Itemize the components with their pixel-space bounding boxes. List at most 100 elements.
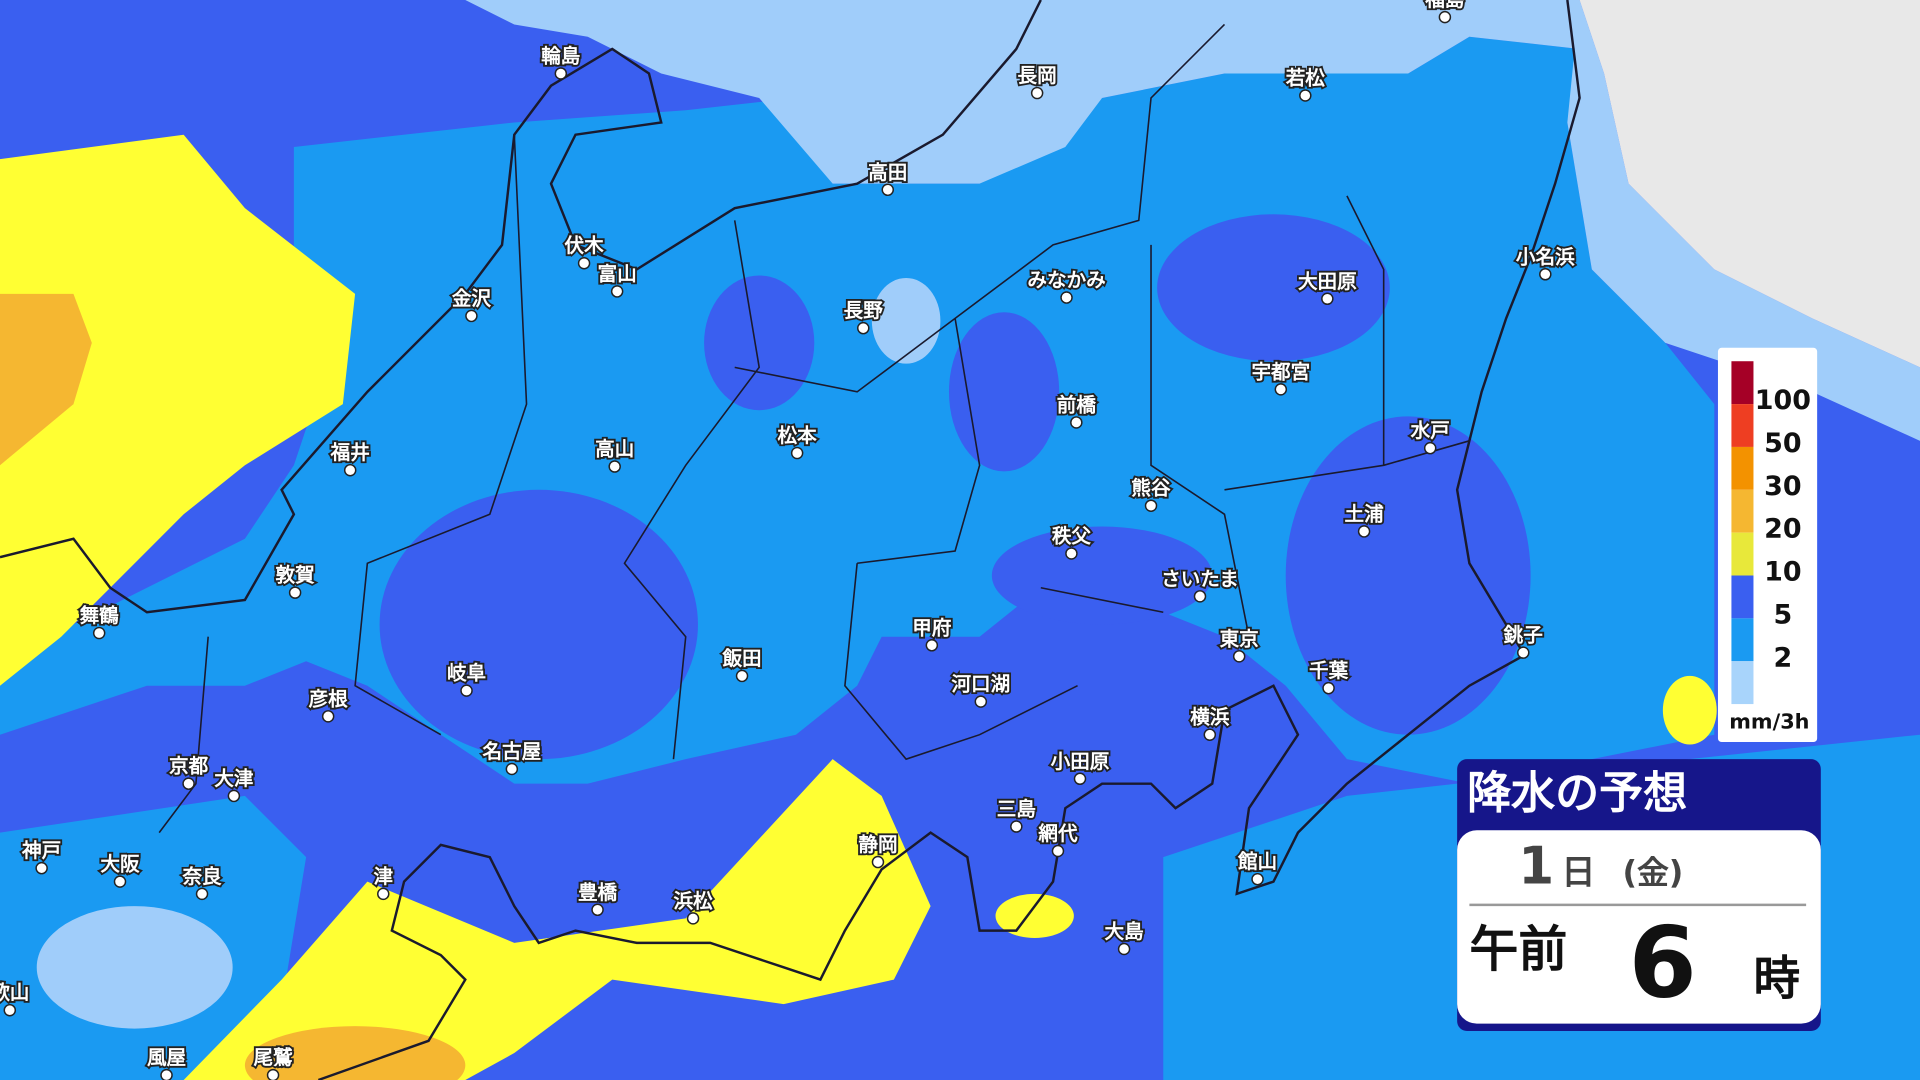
legend-unit: mm/3h <box>1729 709 1809 733</box>
legend-level: 100 <box>1755 385 1811 416</box>
city-dot <box>35 861 48 875</box>
forecast-panel <box>1457 830 1821 1024</box>
city-dot <box>195 887 209 901</box>
city-label: 網代 <box>1037 822 1078 845</box>
city-label: 富山 <box>598 262 637 285</box>
city-label: 浜松 <box>673 889 713 912</box>
city-dot <box>1070 416 1083 429</box>
city-dot <box>871 855 885 869</box>
rain-1mm <box>1567 0 1920 441</box>
city-dot <box>1117 942 1131 956</box>
city-label: 若松 <box>1286 66 1326 89</box>
rain-20mm <box>0 293 92 466</box>
city-label: 大阪 <box>100 853 140 876</box>
city-dot <box>1299 89 1312 102</box>
city-dot <box>881 183 894 197</box>
city-label: 舞鶴 <box>79 604 120 627</box>
city-dot <box>686 912 700 925</box>
city-dot <box>1357 525 1371 538</box>
legend-swatch <box>1731 489 1754 533</box>
city-label: 名古屋 <box>481 740 541 763</box>
city-label: 大島 <box>1104 920 1143 943</box>
city-label: さいたま <box>1161 567 1239 590</box>
forecast-day-unit: 日 <box>1561 853 1595 893</box>
city-dot <box>3 1003 17 1017</box>
city-dot <box>610 285 624 298</box>
city-label: 水戸 <box>1410 419 1450 442</box>
legend: 100 50 30 20 10 5 2 mm/3h <box>1717 347 1818 743</box>
city-dot <box>857 321 870 335</box>
city-label: 豊橋 <box>578 881 618 904</box>
city-dot <box>460 684 473 697</box>
city-label: 長岡 <box>1018 64 1057 87</box>
city-label: 高山 <box>595 438 634 461</box>
forecast-day: 1 <box>1518 836 1554 896</box>
city-label: 輪島 <box>541 44 580 67</box>
city-label: 伏木 <box>564 234 604 257</box>
city-dot <box>1193 590 1207 603</box>
city-dot <box>92 626 106 640</box>
legend-swatch <box>1731 575 1754 619</box>
city-label: 土浦 <box>1344 502 1384 525</box>
city-dot <box>113 875 127 888</box>
city-dot <box>1539 268 1552 281</box>
forecast-hour: 6 <box>1629 907 1697 1021</box>
legend-swatch <box>1731 532 1754 576</box>
legend-level: 2 <box>1773 642 1792 673</box>
city-dot <box>505 762 519 776</box>
city-dot <box>1010 820 1023 833</box>
city-label: 高田 <box>868 161 907 184</box>
rain-5mm <box>379 214 1531 760</box>
city-dot <box>227 789 241 803</box>
city-label: 河口湖 <box>951 673 1010 696</box>
city-label: 小田原 <box>1051 750 1110 773</box>
city-label: 神戸 <box>21 839 61 862</box>
city-label: 銚子 <box>1503 624 1544 647</box>
city-label: 彦根 <box>309 687 349 710</box>
city-label: 津 <box>373 865 393 888</box>
city-label: 千葉 <box>1309 659 1349 682</box>
forecast-title: 降水の予想 <box>1467 768 1687 819</box>
city-label: 秩父 <box>1052 524 1092 547</box>
legend-level: 5 <box>1773 599 1792 630</box>
rain-1mm <box>36 906 233 1029</box>
city-dot <box>160 1068 173 1080</box>
forecast-box: 降水の予想 1 日 (金) 午前 6 時 <box>1457 759 1821 1032</box>
legend-swatch <box>1731 404 1754 447</box>
city-label: 岐阜 <box>447 662 486 685</box>
city-label: 大田原 <box>1298 270 1357 293</box>
no-data-area <box>1579 0 1920 368</box>
city-dot <box>1423 441 1437 455</box>
city-dot <box>1322 681 1335 695</box>
city-dot <box>577 257 591 270</box>
rain-1mm <box>465 0 1580 184</box>
rain-10mm <box>1662 675 1717 745</box>
city-dot <box>1065 547 1078 560</box>
rain-10mm <box>0 134 356 686</box>
city-label: 松本 <box>778 424 818 447</box>
city-label: 金沢 <box>452 287 492 310</box>
city-label: 横浜 <box>1190 706 1230 729</box>
legend-level: 30 <box>1764 471 1801 502</box>
city-dot <box>1517 646 1530 659</box>
city-label: 歌山 <box>0 981 29 1004</box>
city-label: 京都 <box>169 755 209 778</box>
forecast-weekday: (金) <box>1622 853 1683 891</box>
city-dot <box>321 710 335 723</box>
city-label: 館山 <box>1237 850 1277 873</box>
city-dot <box>790 446 804 460</box>
city-dot <box>554 67 568 80</box>
city-dot <box>608 460 621 473</box>
city-label: 風屋 <box>147 1046 186 1069</box>
city-label: 甲府 <box>912 616 952 639</box>
city-label: 三島 <box>997 798 1036 821</box>
city-dot <box>1274 383 1288 396</box>
city-label: 飯田 <box>721 647 761 670</box>
city-dot <box>1438 10 1452 24</box>
city-dot <box>1203 728 1217 741</box>
city-label: 東京 <box>1220 627 1260 650</box>
city-label: みなかみ <box>1027 269 1105 292</box>
